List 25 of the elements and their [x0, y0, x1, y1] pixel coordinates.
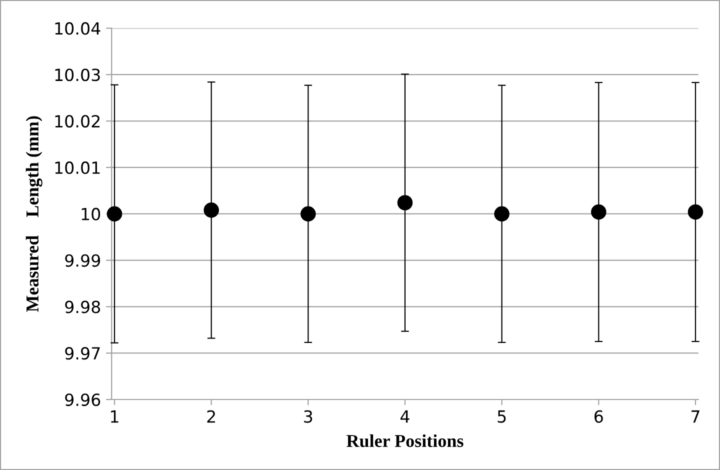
- point: [397, 195, 413, 210]
- y-tick-label: 10: [82, 208, 100, 220]
- x-tick-label: 7: [692, 410, 700, 423]
- x-tick-label: 2: [207, 410, 215, 423]
- y-axis-title: Measured Length (mm): [26, 116, 42, 312]
- y-tick-label: 9.98: [65, 300, 100, 314]
- x-tick-label: 5: [498, 410, 506, 423]
- x-tick-label: 3: [304, 410, 312, 423]
- y-tick-label: 10.04: [55, 22, 100, 35]
- y-tick-label: 10.01: [55, 161, 100, 174]
- y-tick-label: 10.03: [55, 68, 100, 82]
- point: [591, 204, 606, 220]
- x-tick-label: 4: [400, 410, 410, 423]
- y-tick-label: 9.97: [65, 347, 100, 360]
- point: [494, 206, 510, 222]
- point: [106, 206, 122, 222]
- x-tick-label: 6: [594, 410, 603, 423]
- point: [688, 204, 704, 220]
- point: [300, 206, 316, 222]
- y-tick-label: 9.99: [65, 254, 100, 267]
- x-tick-label: 1: [111, 410, 118, 423]
- x-axis-title: Ruler Positions: [346, 434, 464, 448]
- y-tick-label: 9.96: [65, 393, 100, 406]
- y-tick-label: 10.02: [55, 114, 100, 128]
- point: [204, 202, 219, 218]
